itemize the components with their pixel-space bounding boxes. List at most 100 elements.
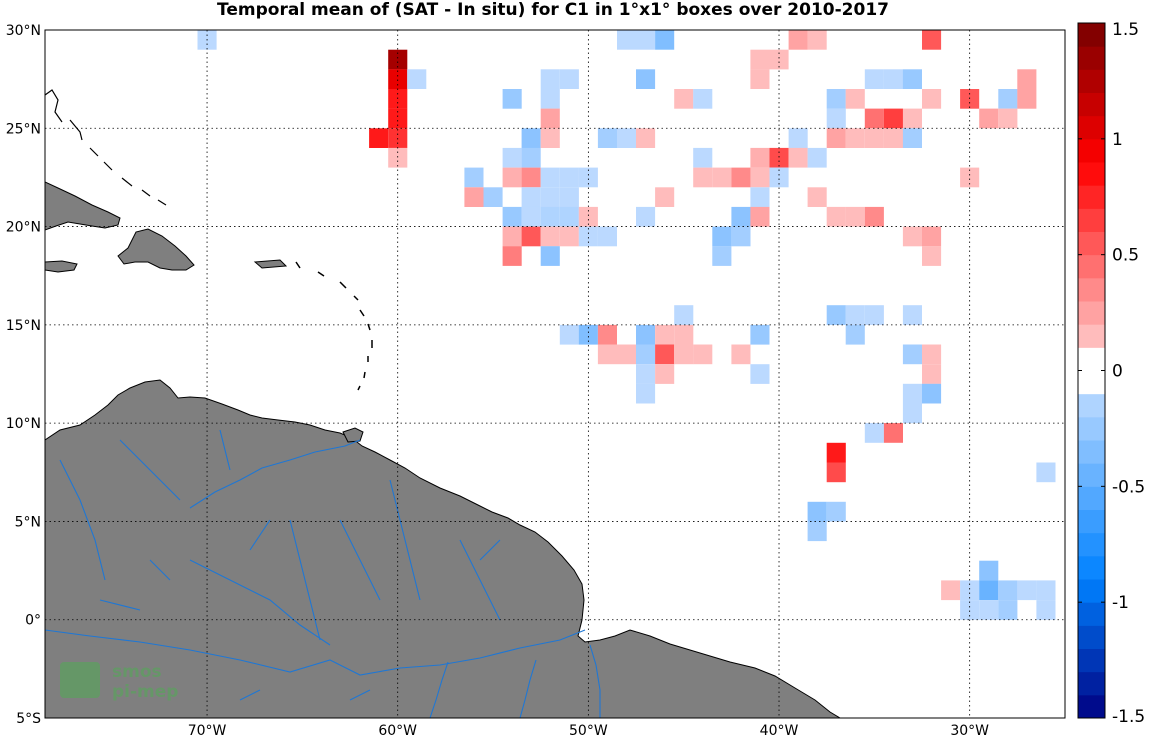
heatmap-cell — [636, 344, 656, 365]
heatmap-cell — [788, 147, 808, 168]
heatmap-cell — [388, 69, 408, 89]
heatmap-cell — [998, 600, 1018, 620]
heatmap-cell — [693, 89, 713, 109]
land-hispaniola — [117, 228, 195, 271]
heatmap-cell — [521, 128, 541, 148]
river-tocantins — [589, 644, 601, 718]
heatmap-cell — [902, 383, 922, 404]
heatmap-cell — [712, 167, 732, 188]
colorbar-tick-labels: 1.5 1 0.5 0 -0.5 -1 -1.5 — [1078, 20, 1145, 727]
river-magdalena — [59, 459, 106, 581]
colorbar-bin — [1078, 625, 1105, 649]
heatmap-cell — [864, 69, 884, 89]
colorbar-tick-label: -0.5 — [1112, 477, 1145, 497]
heatmap-cell — [502, 206, 522, 227]
heatmap-cell — [597, 324, 617, 345]
heatmap-cell — [750, 187, 770, 207]
heatmap-cell — [521, 147, 541, 168]
heatmap-cell — [559, 206, 579, 227]
colorbar-bin — [1078, 231, 1105, 256]
heatmap-cell — [845, 324, 865, 345]
heatmap-cell — [712, 226, 732, 247]
heatmap-cell — [617, 344, 637, 365]
river-tributaries — [99, 429, 501, 701]
heatmap-cell — [979, 560, 999, 581]
lat-tick-label: 5°N — [15, 514, 41, 530]
heatmap-cell — [731, 206, 751, 227]
heatmap-cell — [883, 423, 903, 443]
heatmap-cell — [617, 30, 637, 50]
heatmap-cell — [807, 501, 827, 522]
heatmap-cell — [883, 108, 903, 129]
heatmap-cell — [1036, 600, 1056, 620]
heatmap-cell — [788, 128, 808, 148]
heatmap-cell — [502, 147, 522, 168]
heatmap-cell — [902, 108, 922, 129]
lat-tick-label: 0° — [25, 613, 41, 629]
colorbar-bin — [1078, 555, 1105, 580]
colorbar-bin — [1078, 208, 1105, 232]
lat-tick-label: 25°N — [6, 121, 41, 137]
lat-tick-label: 5°S — [16, 711, 41, 727]
heatmap-cell — [636, 128, 656, 148]
heatmap-cell — [693, 167, 713, 188]
heatmap-cell — [922, 246, 942, 266]
logo-mark — [60, 662, 100, 698]
heatmap-cell — [1017, 89, 1037, 109]
heatmap-cell — [559, 69, 579, 89]
heatmap-cell — [464, 187, 484, 207]
heatmap-cell — [655, 344, 675, 365]
colorbar-bin — [1078, 69, 1105, 93]
colorbar-bin — [1078, 463, 1105, 487]
heatmap-cell — [750, 364, 770, 384]
heatmap-cell — [922, 364, 942, 384]
colorbar-bin — [1078, 602, 1105, 626]
heatmap-cell — [388, 147, 408, 168]
heatmap-cell — [864, 206, 884, 227]
heatmap-cell — [674, 305, 694, 325]
heatmap-cell — [845, 89, 865, 109]
colorbar-bin — [1078, 324, 1105, 348]
heatmap-cell — [559, 167, 579, 188]
heatmap-cell — [864, 108, 884, 129]
heatmap-cell — [902, 403, 922, 424]
land-south-america — [45, 379, 841, 718]
heatmap-cell — [1017, 69, 1037, 89]
land-cuba — [45, 181, 121, 231]
heatmap-cell — [636, 383, 656, 404]
axis-tick-labels: 70°W 60°W 50°W 40°W 30°W 30°N 25°N 20°N 15°N 10°N… — [6, 23, 989, 738]
heatmap-cell — [826, 442, 846, 463]
heatmap-cell — [712, 246, 732, 266]
heatmap-cell — [826, 128, 846, 148]
colorbar-bin — [1078, 694, 1105, 719]
heatmap-cell — [674, 324, 694, 345]
heatmap-cell — [998, 580, 1018, 601]
heatmap-cell — [864, 305, 884, 325]
heatmap-cell — [674, 344, 694, 365]
heatmap-cell — [826, 462, 846, 483]
land-jamaica — [45, 260, 78, 273]
river-negro — [189, 559, 331, 646]
heatmap-cell — [845, 128, 865, 148]
heatmap-cell — [540, 69, 560, 89]
heatmap-cell — [769, 167, 789, 188]
colorbar-tick-label: -1.5 — [1112, 707, 1145, 727]
colorbar-bin — [1078, 370, 1105, 395]
heatmap-cell — [636, 364, 656, 384]
heatmap-cell — [960, 167, 980, 188]
river-orinoco — [189, 439, 361, 509]
colorbar-bin — [1078, 509, 1105, 534]
river-essequibo — [389, 479, 421, 601]
heatmap-cell — [731, 167, 751, 188]
river-amazon — [45, 629, 586, 676]
colorbar-bin — [1078, 440, 1105, 464]
heatmap-cell — [788, 30, 808, 50]
heatmap-cell — [979, 600, 999, 620]
heatmap-cell — [540, 108, 560, 129]
heatmap-cell — [902, 344, 922, 365]
heatmap-cell — [655, 30, 675, 50]
heatmap-cell — [960, 580, 980, 601]
map-area: smos pi-mep — [44, 29, 1066, 719]
colorbar-bin — [1078, 579, 1105, 603]
